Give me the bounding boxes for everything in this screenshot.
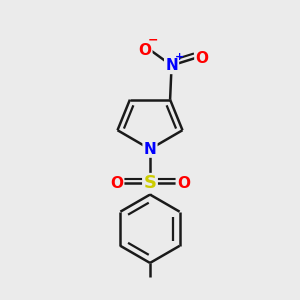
Text: N: N	[165, 58, 178, 73]
Text: S: S	[143, 174, 157, 192]
Text: O: O	[195, 50, 208, 65]
Text: O: O	[138, 43, 151, 58]
Text: −: −	[147, 33, 158, 46]
Text: O: O	[110, 176, 123, 191]
Text: N: N	[144, 142, 156, 157]
Text: +: +	[175, 52, 184, 62]
Text: O: O	[177, 176, 190, 191]
